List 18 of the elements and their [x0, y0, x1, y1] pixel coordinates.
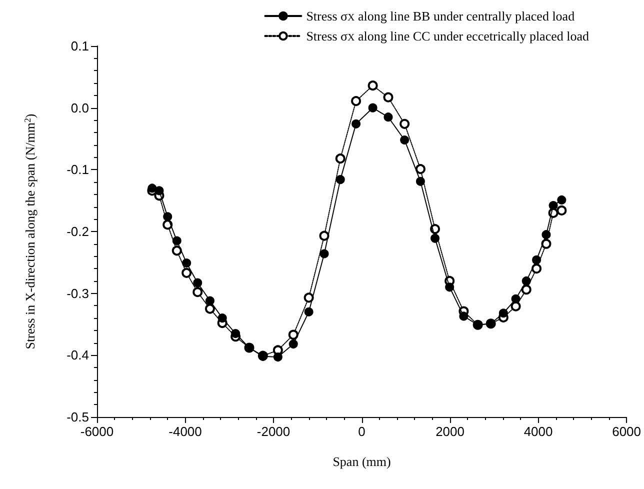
x-axis-title: Span (mm) [332, 454, 391, 469]
y-axis-title: Stress in X-direction along the span (N/mm2) [22, 114, 38, 350]
x-tick-label: 2000 [436, 424, 464, 439]
y-tick-label: -0.1 [66, 162, 89, 178]
y-tick-label: 0.0 [70, 100, 89, 116]
y-tick-label: 0.1 [70, 38, 89, 54]
x-tick-label: -2000 [256, 424, 290, 439]
x-tick-label: 6000 [612, 424, 641, 439]
legend-label: Stress σX along line BB under centrally placed load [306, 8, 576, 24]
y-tick-label: -0.3 [66, 286, 89, 301]
y-tick-label: -0.2 [66, 224, 89, 239]
y-tick-label: -0.5 [66, 410, 89, 424]
x-tick-label: 0 [358, 424, 366, 439]
x-tick-label: 4000 [524, 424, 553, 439]
y-tick-label: -0.4 [66, 348, 89, 363]
x-tick-label: -4000 [168, 424, 202, 439]
x-tick-label: -6000 [80, 424, 114, 439]
legend-label: Stress σX along line CC under eccetrically placed load [306, 28, 590, 44]
